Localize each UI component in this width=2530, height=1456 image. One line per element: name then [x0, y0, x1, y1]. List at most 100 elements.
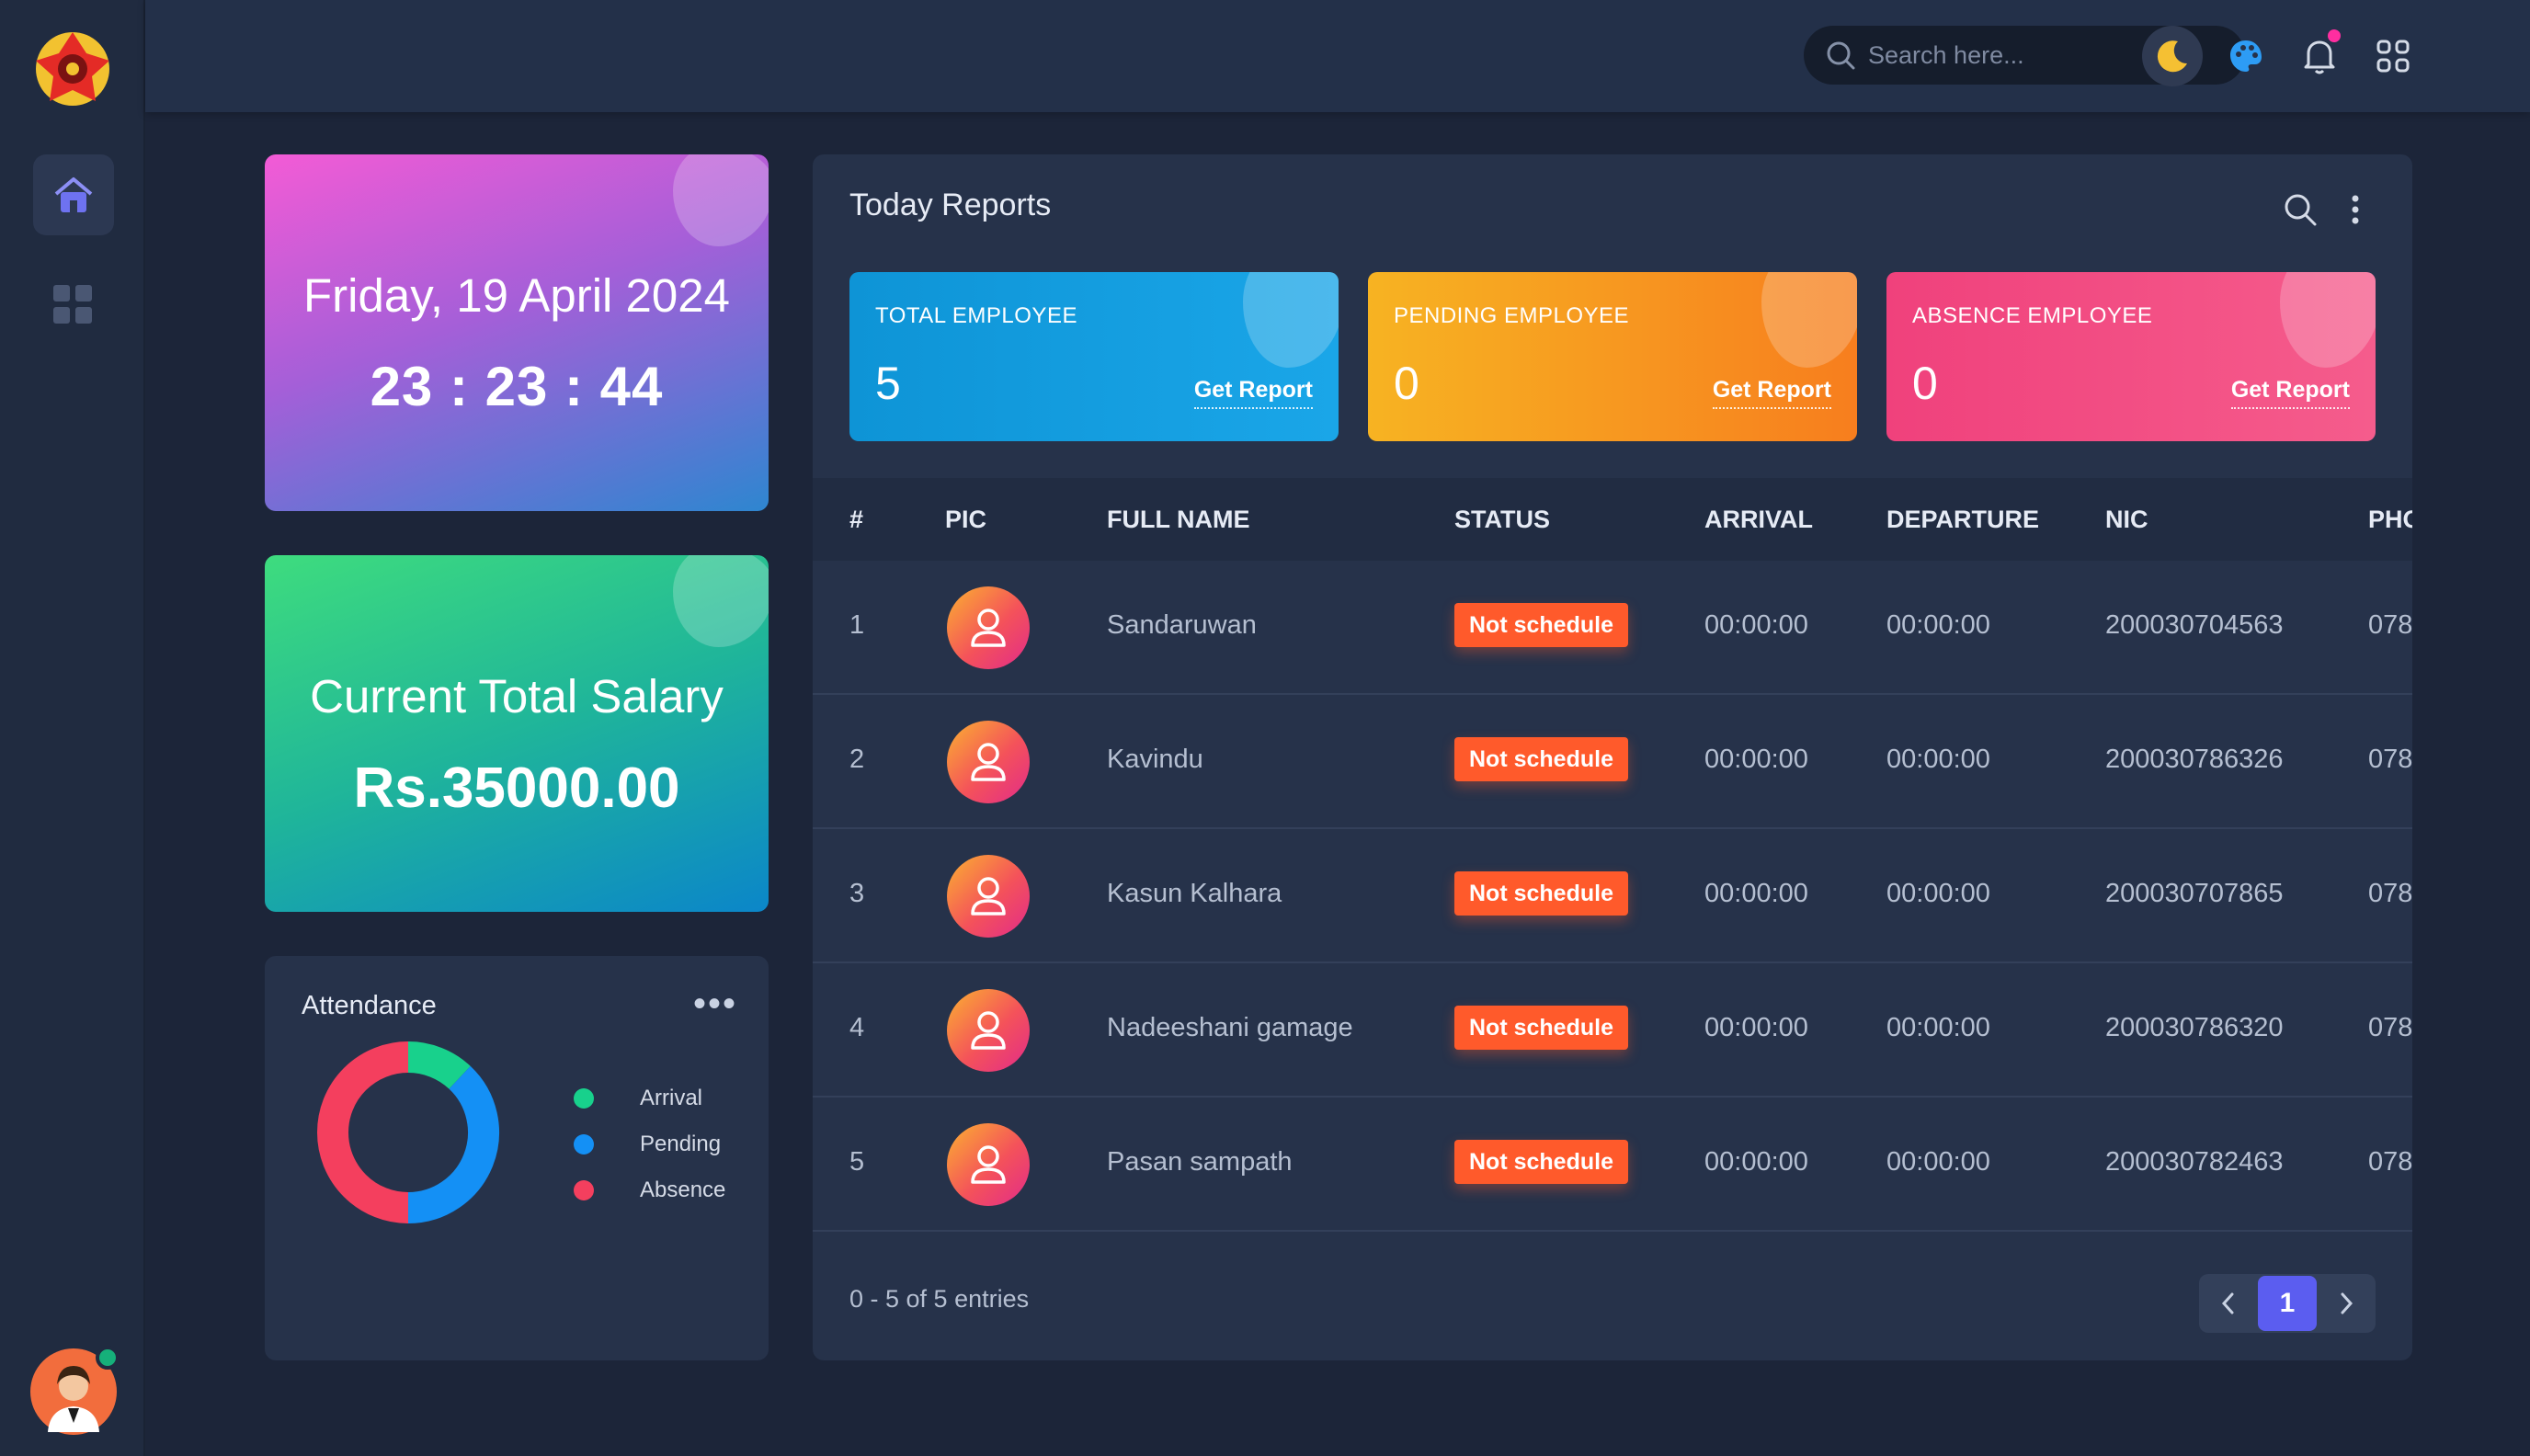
stat-value: 0 [1394, 358, 1419, 409]
column-header[interactable]: PIC [945, 506, 987, 533]
donut-slice-arrival [407, 1041, 471, 1090]
row-number: 4 [849, 1013, 865, 1042]
reports-title: Today Reports [849, 188, 1052, 222]
current-time: 23 : 23 : 44 [370, 356, 664, 417]
departure-time: 00:00:00 [1886, 610, 1990, 640]
decorative-blob [1243, 272, 1339, 368]
status-badge: Not schedule [1454, 1140, 1628, 1184]
entries-count: 0 - 5 of 5 entries [849, 1285, 1030, 1313]
decorative-blob [673, 154, 769, 246]
apps-icon [2376, 40, 2410, 73]
table-row[interactable]: 5 Pasan sampath Not schedule 00:00:00 00:00:… [813, 1098, 2412, 1232]
status-badge: Not schedule [1454, 737, 1628, 781]
sidebar [0, 0, 145, 1456]
decorative-blob [2280, 272, 2376, 368]
table-row[interactable]: 3 Kasun Kalhara Not schedule 00:00:00 00:00:… [813, 829, 2412, 963]
chevron-left-icon [2221, 1292, 2234, 1314]
online-status-dot [96, 1346, 120, 1370]
user-icon [971, 743, 1006, 781]
table-row[interactable]: 4 Nadeeshani gamage Not schedule 00:00:00 00… [813, 963, 2412, 1098]
employee-avatar [947, 1123, 1030, 1206]
legend-dot [574, 1180, 594, 1200]
apps-button[interactable] [2363, 26, 2423, 86]
palette-icon [2230, 40, 2262, 72]
employee-avatar [947, 586, 1030, 669]
legend-item: Absence [574, 1167, 725, 1213]
pending-employee-card: PENDING EMPLOYEE 0 Get Report [1368, 272, 1857, 441]
column-header[interactable]: PHO [2368, 506, 2412, 533]
more-options-icon[interactable]: ••• [692, 984, 737, 1024]
app-logo[interactable] [31, 26, 114, 112]
arrival-time: 00:00:00 [1704, 610, 1808, 640]
user-avatar[interactable] [28, 1344, 120, 1436]
legend-dot [574, 1134, 594, 1155]
legend-item: Arrival [574, 1075, 725, 1121]
table-row[interactable]: 1 Sandaruwan Not schedule 00:00:00 00:00:00 2… [813, 561, 2412, 695]
phone-number: 078 [2368, 879, 2412, 908]
employee-name: Sandaruwan [1107, 610, 1257, 640]
status-badge: Not schedule [1454, 1006, 1628, 1050]
get-report-link[interactable]: Get Report [1712, 377, 1831, 409]
sidebar-item-home[interactable] [33, 154, 114, 235]
departure-time: 00:00:00 [1886, 879, 1990, 908]
column-header[interactable]: # [849, 506, 864, 533]
legend-dot [574, 1088, 594, 1109]
nic-number: 200030707865 [2105, 879, 2284, 908]
donut-slice-absence [317, 1041, 409, 1223]
palette-button[interactable] [2216, 26, 2276, 86]
column-header[interactable]: NIC [2105, 506, 2148, 533]
stat-value: 0 [1912, 358, 1938, 409]
salary-title: Current Total Salary [310, 670, 724, 722]
column-header[interactable]: ARRIVAL [1704, 506, 1813, 533]
topbar [145, 0, 2530, 112]
employee-avatar [947, 989, 1030, 1072]
nic-number: 200030704563 [2105, 610, 2284, 640]
table-row[interactable]: 2 Kavindu Not schedule 00:00:00 00:00:00 2000… [813, 695, 2412, 829]
departure-time: 00:00:00 [1886, 1013, 1990, 1042]
employee-name: Nadeeshani gamage [1107, 1013, 1353, 1042]
employee-avatar [947, 721, 1030, 803]
grid-icon [53, 285, 92, 324]
column-header[interactable]: FULL NAME [1107, 506, 1250, 533]
theme-toggle-button[interactable] [2142, 26, 2203, 86]
salary-value: Rs.35000.00 [353, 756, 680, 820]
total-employee-card: TOTAL EMPLOYEE 5 Get Report [849, 272, 1339, 441]
legend-item: Pending [574, 1121, 725, 1167]
arrival-time: 00:00:00 [1704, 1013, 1808, 1042]
phone-number: 078 [2368, 1013, 2412, 1042]
arrival-time: 00:00:00 [1704, 879, 1808, 908]
nic-number: 200030782463 [2105, 1147, 2284, 1177]
next-page-button[interactable] [2317, 1274, 2376, 1333]
notifications-button[interactable] [2289, 26, 2350, 86]
user-icon [971, 1011, 1006, 1050]
row-number: 1 [849, 610, 865, 640]
chevron-right-icon [2341, 1292, 2353, 1314]
moon-icon [2157, 40, 2187, 73]
decorative-blob [673, 555, 769, 647]
reports-search-icon[interactable] [2282, 191, 2319, 228]
page-button-1[interactable]: 1 [2258, 1276, 2317, 1331]
employee-name: Kasun Kalhara [1107, 879, 1282, 908]
reports-more-icon[interactable] [2346, 191, 2365, 228]
row-number: 5 [849, 1147, 865, 1177]
employee-name: Kavindu [1107, 745, 1203, 774]
departure-time: 00:00:00 [1886, 745, 1990, 774]
prev-page-button[interactable] [2199, 1274, 2258, 1333]
stat-label: TOTAL EMPLOYEE [875, 303, 1077, 328]
attendance-donut-chart [317, 1041, 499, 1223]
table-header: # PIC FULL NAME STATUS ARRIVAL DEPARTURE… [813, 478, 2412, 561]
get-report-link[interactable]: Get Report [2230, 377, 2350, 409]
total-salary-card: Current Total Salary Rs.35000.00 [265, 555, 769, 912]
stat-label: ABSENCE EMPLOYEE [1912, 303, 2153, 328]
attendance-card: Attendance ••• Arrival Pending Absence [265, 956, 769, 1360]
legend-label: Absence [640, 1177, 726, 1202]
column-header[interactable]: DEPARTURE [1886, 506, 2040, 533]
search-icon [1827, 41, 1855, 70]
departure-time: 00:00:00 [1886, 1147, 1990, 1177]
donut-slice-pending [407, 1065, 499, 1223]
get-report-link[interactable]: Get Report [1193, 377, 1313, 409]
legend-label: Pending [640, 1132, 722, 1156]
column-header[interactable]: STATUS [1454, 506, 1550, 533]
sidebar-item-dashboard[interactable] [51, 283, 94, 325]
employee-name: Pasan sampath [1107, 1147, 1293, 1177]
